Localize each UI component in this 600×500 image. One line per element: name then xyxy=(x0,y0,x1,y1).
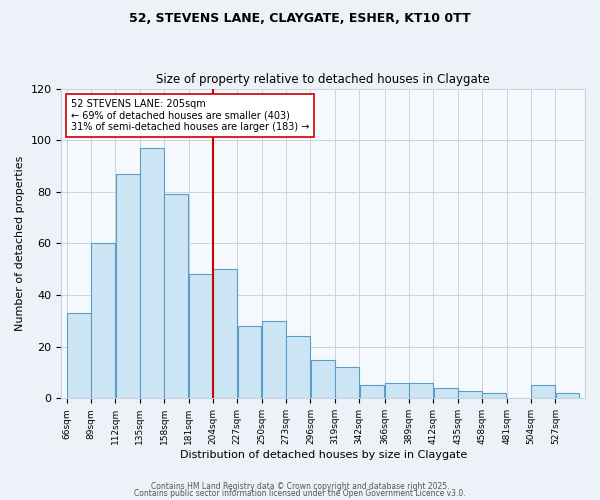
Bar xyxy=(91,244,115,398)
Bar xyxy=(213,270,237,398)
Bar xyxy=(359,386,385,398)
Bar xyxy=(189,274,213,398)
Bar xyxy=(116,174,140,398)
Bar xyxy=(531,386,555,398)
Bar xyxy=(335,368,359,398)
Bar xyxy=(140,148,164,399)
Bar xyxy=(409,383,433,398)
Bar xyxy=(286,336,310,398)
Y-axis label: Number of detached properties: Number of detached properties xyxy=(15,156,25,331)
X-axis label: Distribution of detached houses by size in Claygate: Distribution of detached houses by size … xyxy=(179,450,467,460)
Bar xyxy=(458,390,482,398)
Bar xyxy=(311,360,335,399)
Bar xyxy=(482,393,506,398)
Text: Contains HM Land Registry data © Crown copyright and database right 2025.: Contains HM Land Registry data © Crown c… xyxy=(151,482,449,491)
Text: 52 STEVENS LANE: 205sqm
← 69% of detached houses are smaller (403)
31% of semi-d: 52 STEVENS LANE: 205sqm ← 69% of detache… xyxy=(71,99,310,132)
Text: 52, STEVENS LANE, CLAYGATE, ESHER, KT10 0TT: 52, STEVENS LANE, CLAYGATE, ESHER, KT10 … xyxy=(129,12,471,26)
Bar xyxy=(238,326,262,398)
Bar xyxy=(434,388,458,398)
Title: Size of property relative to detached houses in Claygate: Size of property relative to detached ho… xyxy=(157,73,490,86)
Bar xyxy=(164,194,188,398)
Bar xyxy=(67,313,91,398)
Bar xyxy=(262,321,286,398)
Text: Contains public sector information licensed under the Open Government Licence v3: Contains public sector information licen… xyxy=(134,489,466,498)
Bar xyxy=(556,393,580,398)
Bar xyxy=(385,383,409,398)
